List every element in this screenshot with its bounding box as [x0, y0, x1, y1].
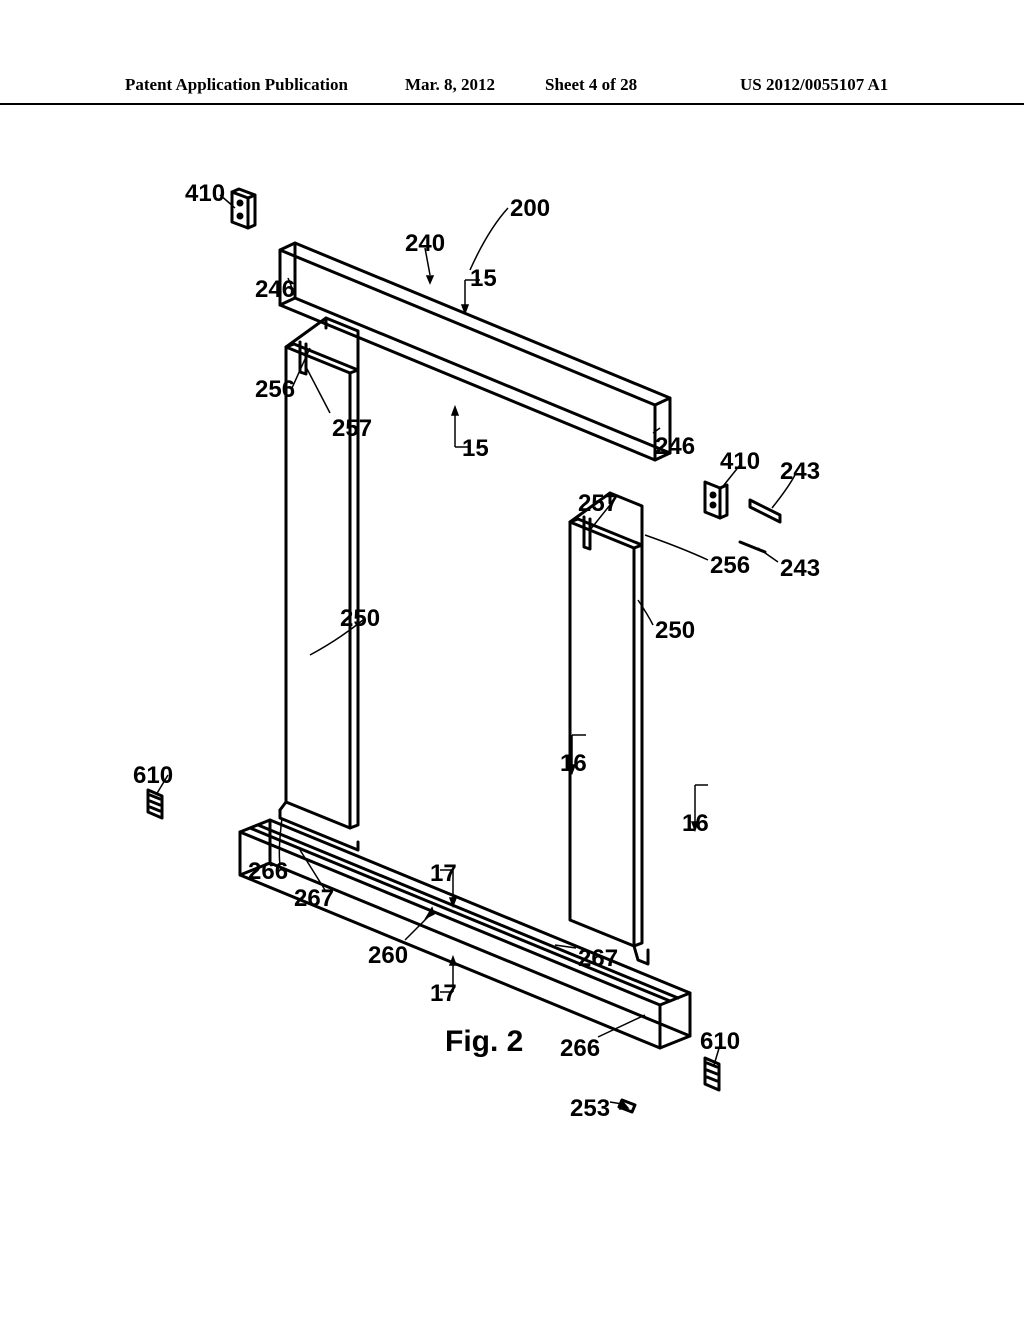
ref-label-17b: 17	[430, 980, 457, 1008]
header-date: Mar. 8, 2012	[405, 75, 495, 95]
ref-label-266a: 266	[248, 858, 288, 886]
header-docnum: US 2012/0055107 A1	[740, 75, 888, 95]
header-sheet: Sheet 4 of 28	[545, 75, 637, 95]
ref-label-243a: 243	[780, 458, 820, 486]
ref-label-256a: 256	[255, 376, 295, 404]
ref-label-267b: 267	[578, 945, 618, 973]
ref-label-410b: 410	[720, 448, 760, 476]
ref-label-260: 260	[368, 942, 408, 970]
ref-label-257a: 257	[332, 415, 372, 443]
ref-label-250a: 250	[340, 605, 380, 633]
figure-caption: Fig. 2	[445, 1025, 523, 1059]
ref-label-16b: 16	[682, 810, 709, 838]
header-publication: Patent Application Publication	[125, 75, 348, 95]
ref-label-15b: 15	[462, 435, 489, 463]
ref-label-266b: 266	[560, 1035, 600, 1063]
ref-label-410a: 410	[185, 180, 225, 208]
ref-label-253: 253	[570, 1095, 610, 1123]
ref-label-246a: 246	[255, 276, 295, 304]
ref-label-250b: 250	[655, 617, 695, 645]
ref-label-240: 240	[405, 230, 445, 258]
ref-label-610a: 610	[133, 762, 173, 790]
ref-label-267a: 267	[294, 885, 334, 913]
ref-label-200: 200	[510, 195, 550, 223]
figure-container: 410 200 240 15 246 256 257 15 246 410 243 257 256 243…	[100, 170, 920, 1130]
page-header: Patent Application Publication Mar. 8, 2…	[0, 75, 1024, 105]
ref-label-257b: 257	[578, 490, 618, 518]
ref-label-15a: 15	[470, 265, 497, 293]
figure-drawing	[100, 170, 920, 1130]
ref-label-17a: 17	[430, 860, 457, 888]
ref-label-16a: 16	[560, 750, 587, 778]
ref-label-243b: 243	[780, 555, 820, 583]
ref-label-246b: 246	[655, 433, 695, 461]
ref-label-610b: 610	[700, 1028, 740, 1056]
ref-label-256b: 256	[710, 552, 750, 580]
